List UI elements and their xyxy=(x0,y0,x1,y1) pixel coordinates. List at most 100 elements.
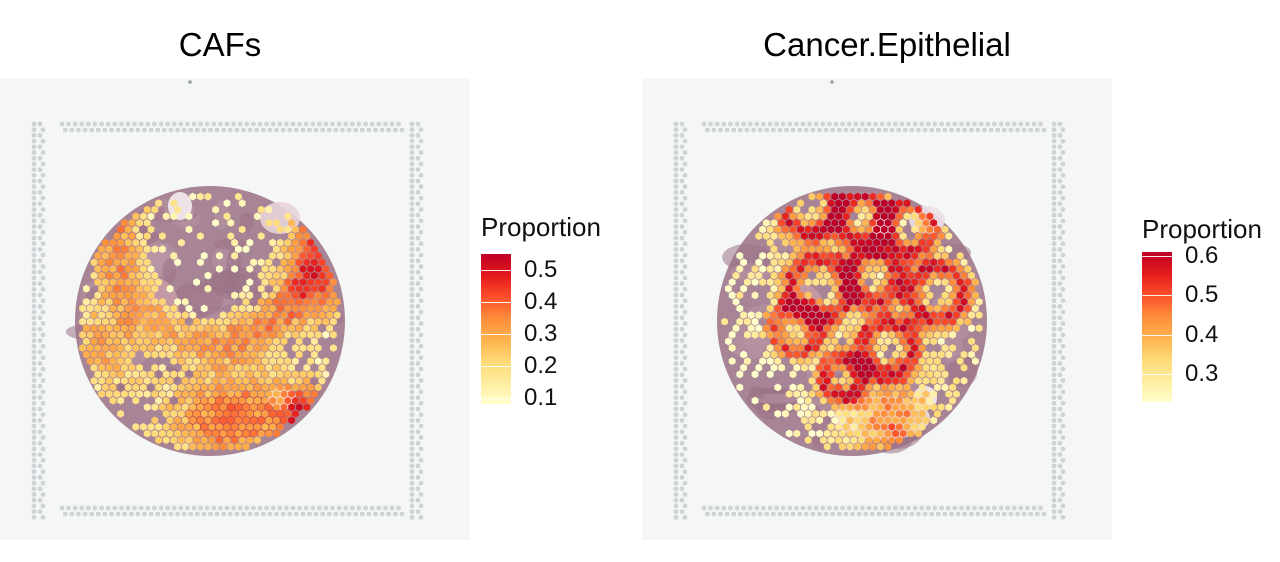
spot xyxy=(770,219,778,227)
spot xyxy=(147,370,155,379)
spot xyxy=(102,291,109,300)
spot xyxy=(102,344,109,352)
spot xyxy=(216,344,223,352)
spot xyxy=(159,350,166,359)
spot xyxy=(816,377,823,385)
spot xyxy=(869,350,877,359)
spot xyxy=(212,377,219,385)
spot xyxy=(896,330,903,339)
spot xyxy=(930,403,937,412)
spot xyxy=(132,317,140,326)
spot xyxy=(174,416,181,425)
spot xyxy=(751,291,759,300)
spot xyxy=(318,258,326,267)
spot xyxy=(835,423,842,431)
spot xyxy=(839,271,846,280)
spot xyxy=(326,271,333,280)
spot xyxy=(782,238,789,247)
spot xyxy=(774,278,782,286)
spot xyxy=(128,219,136,227)
spatial-map xyxy=(642,78,1112,540)
spot xyxy=(892,311,899,319)
spot xyxy=(812,265,820,273)
spot xyxy=(280,363,288,372)
spot xyxy=(801,324,808,333)
spot xyxy=(311,324,318,333)
spot xyxy=(189,311,197,319)
spot xyxy=(292,370,299,379)
spot xyxy=(98,271,105,280)
spot xyxy=(793,311,801,319)
spot xyxy=(250,429,257,438)
spot xyxy=(273,350,280,359)
spot xyxy=(884,205,892,214)
spot xyxy=(238,409,246,418)
spot xyxy=(804,212,812,221)
spot xyxy=(896,357,903,365)
spot xyxy=(956,251,964,260)
spot xyxy=(276,278,284,286)
spot xyxy=(816,337,823,346)
legend-title: Proportion xyxy=(1142,214,1262,244)
spot xyxy=(774,251,782,260)
spot xyxy=(880,344,888,352)
spot xyxy=(801,350,808,359)
spot xyxy=(823,337,831,346)
spot xyxy=(170,317,178,326)
spot xyxy=(774,304,782,313)
spot xyxy=(303,324,311,333)
spot xyxy=(778,298,785,306)
spot xyxy=(835,251,842,260)
spot xyxy=(121,284,128,293)
spot xyxy=(816,324,823,333)
spot xyxy=(880,357,888,365)
spot xyxy=(178,423,185,431)
spot xyxy=(747,324,755,333)
spot xyxy=(200,396,208,405)
spot xyxy=(288,232,295,240)
spot xyxy=(162,317,170,326)
spot xyxy=(903,212,911,221)
spot xyxy=(888,304,896,313)
spot xyxy=(265,350,273,359)
spot xyxy=(227,429,235,438)
spot xyxy=(778,337,785,346)
spot xyxy=(823,232,831,240)
spot xyxy=(254,383,261,392)
spot xyxy=(850,291,858,300)
spot xyxy=(877,219,884,227)
spot xyxy=(888,317,896,326)
spot xyxy=(246,370,254,379)
spot xyxy=(903,409,911,418)
spot xyxy=(311,298,318,306)
spot xyxy=(132,396,140,405)
spot xyxy=(880,423,888,431)
spot xyxy=(185,396,193,405)
spot xyxy=(861,298,869,306)
spot xyxy=(888,409,896,418)
spot xyxy=(102,330,109,339)
spot xyxy=(911,278,918,286)
spot xyxy=(789,278,797,286)
spot xyxy=(254,304,261,313)
spot xyxy=(968,284,975,293)
spot xyxy=(227,232,235,240)
spot xyxy=(850,304,858,313)
spot xyxy=(934,383,941,392)
spot xyxy=(877,390,884,398)
spot xyxy=(295,258,303,267)
spot xyxy=(899,350,907,359)
spot xyxy=(121,298,128,306)
spot xyxy=(318,377,326,385)
spot xyxy=(216,370,223,379)
spot xyxy=(231,370,238,379)
spot xyxy=(744,317,751,326)
spot xyxy=(250,390,257,398)
spot xyxy=(763,350,770,359)
spot xyxy=(132,383,140,392)
spot xyxy=(880,238,888,247)
spot xyxy=(937,271,945,280)
spot xyxy=(162,330,170,339)
spot xyxy=(314,317,322,326)
legend-tick xyxy=(1142,255,1172,257)
